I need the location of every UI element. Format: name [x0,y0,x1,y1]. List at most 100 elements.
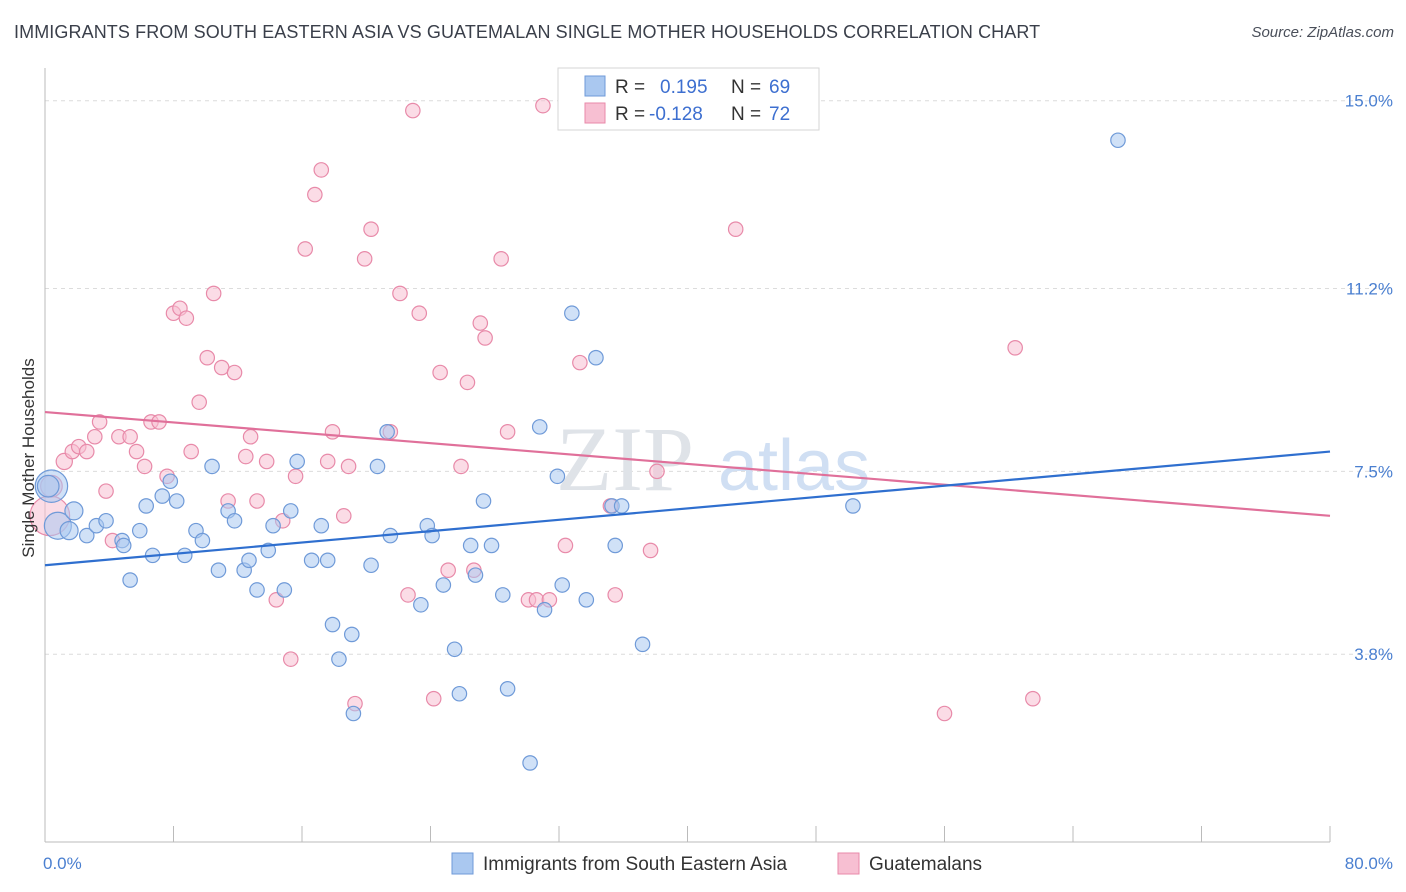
data-point [162,473,179,490]
data-point [136,458,153,475]
data-point [432,364,448,381]
data-point [78,443,95,460]
data-point [307,186,323,203]
data-point [535,97,551,114]
data-point [472,315,489,331]
bottom-legend-pink-swatch [837,852,860,875]
data-point [213,359,230,376]
data-point [499,680,516,697]
legend-pink-n-label: N = [731,104,761,125]
data-point [331,651,347,667]
trend-line-immigrants-sea [44,450,1331,567]
data-point [154,488,171,504]
data-point [613,498,630,514]
bottom-legend-blue-swatch [451,852,474,875]
data-point [204,458,220,475]
legend-blue-r-label: R = [615,77,645,98]
data-point [183,443,199,460]
data-point [59,521,79,541]
legend-box: R = 0.195 N = 69 R = -0.128 N = 72 [557,67,820,131]
data-point [467,567,484,583]
y-tick-label: 15.0% [1345,92,1393,111]
data-point [494,587,511,603]
data-point [405,102,421,119]
data-point [176,547,193,564]
data-point [345,705,362,722]
data-point [936,705,953,722]
trend-line-guatemalans [44,410,1331,517]
source-label: Source: ZipAtlas.com [1251,24,1394,41]
series-guatemalans [29,97,1041,722]
legend-pink-swatch [584,102,606,124]
y-axis-label: Single Mother Households [19,358,38,557]
legend-blue-r-value: 0.195 [660,77,708,98]
data-point [459,374,476,391]
data-point [168,493,185,509]
series-immigrants-sea [34,132,1126,771]
data-point [727,221,744,237]
data-point [282,651,299,667]
data-point [191,394,207,410]
data-point [400,587,416,603]
data-point [303,552,320,569]
y-tick-labels: 3.8% 7.5% 11.2% 15.0% [1345,92,1393,664]
data-point [607,587,624,603]
data-point [451,685,468,702]
data-point [493,251,509,267]
data-point [411,305,428,322]
data-point [237,448,254,465]
data-point [356,251,373,267]
data-point [128,443,145,460]
data-point [131,522,148,539]
data-point [115,537,132,554]
data-point [369,458,386,475]
data-point [379,424,395,440]
legend-pink-r-value: -0.128 [649,104,703,125]
data-point [122,428,138,445]
data-point [86,428,103,445]
data-point [642,542,659,559]
watermark: ZIP atlas [556,408,870,510]
data-point [36,474,60,498]
data-point [440,562,456,578]
data-point [340,458,357,475]
data-point [446,641,463,658]
data-point [258,453,275,470]
data-point [265,517,281,534]
watermark-atlas: atlas [718,426,870,506]
data-point [178,310,195,326]
data-point [122,572,138,588]
data-point [98,483,114,499]
data-point [91,414,108,430]
data-point [453,458,469,475]
data-point [477,330,493,346]
data-point [649,463,665,480]
x-tick-label-min: 0.0% [43,854,82,873]
x-tick-label-max: 80.0% [1345,854,1393,873]
data-point [313,162,330,178]
data-point [483,537,500,554]
data-point [287,468,304,485]
data-point [578,592,595,608]
data-point [1007,340,1023,356]
data-point [499,424,516,440]
data-point [435,577,452,593]
legend-blue-n-label: N = [731,77,761,98]
data-point [78,527,95,544]
data-point [845,498,861,514]
data-point [557,537,574,554]
data-point [282,503,299,519]
data-point [564,305,580,322]
data-point [319,453,336,470]
data-point [324,616,341,633]
data-point [241,552,257,569]
data-point [242,428,259,445]
legend-pink-r-label: R = [615,104,645,125]
data-point [572,354,588,371]
legend-pink-n-value: 72 [769,104,790,125]
data-point [363,221,379,237]
data-point [249,582,265,598]
data-point [1110,132,1126,149]
legend-blue-swatch [584,75,606,97]
